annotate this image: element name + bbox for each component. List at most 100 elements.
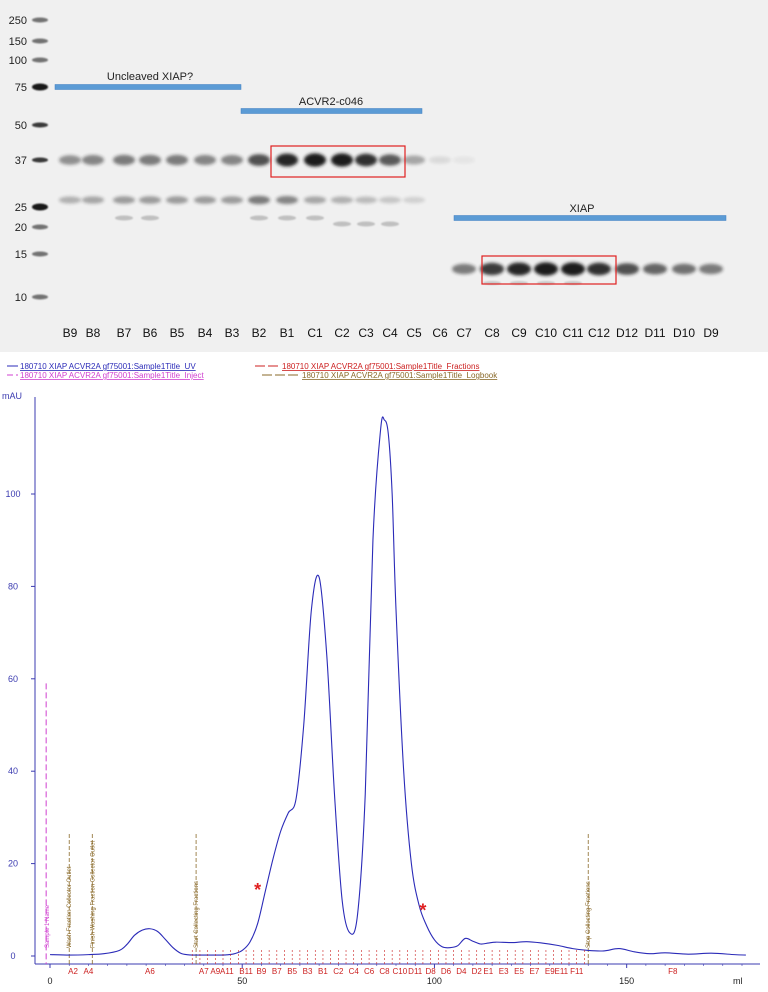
protein-band [113,154,135,166]
protein-band [141,215,159,221]
protein-band [403,196,425,204]
fraction-label: E5 [514,967,524,976]
fraction-label: E11 [554,967,568,976]
marker-band [32,294,48,300]
protein-band [453,156,475,164]
marker-label: 150 [9,36,27,48]
protein-band [615,263,639,275]
fraction-label: E7 [530,967,540,976]
lane-label: B8 [86,326,101,340]
marker-band [32,17,48,23]
lane-label: B4 [198,326,213,340]
highlight-box [270,145,406,178]
protein-band [587,262,611,276]
lane-label: B5 [170,326,185,340]
fraction-label: A6 [145,967,155,976]
fraction-label: B5 [287,967,297,976]
protein-band [221,155,243,165]
fraction-label: F11 [570,967,584,976]
annotation-bar [54,84,242,90]
marker-band [32,83,48,91]
protein-band [429,156,451,164]
marker-label: 10 [15,292,27,304]
fraction-label: A4 [84,967,94,976]
protein-band [331,196,353,204]
protein-band [250,215,268,221]
lane-label: B6 [143,326,158,340]
annotation-bar [240,108,423,114]
fraction-label: B3 [303,967,313,976]
logbook-marker-label: Wash Fraction Collector Outlet [67,866,73,948]
protein-band [139,154,161,166]
protein-band [355,196,377,204]
peak-stars: ** [254,880,426,921]
marker-band [32,157,48,163]
x-tick-label: 50 [237,976,247,986]
y-tick-label: 20 [8,859,18,869]
protein-band [82,155,104,165]
protein-band [357,221,375,227]
fraction-label: D4 [456,967,467,976]
protein-band [221,196,243,204]
fraction-label: A9 [210,967,220,976]
fraction-label: C6 [364,967,375,976]
lane-label: B2 [252,326,267,340]
protein-band [403,155,425,165]
chromatogram-series [49,416,746,956]
marker-band [32,57,48,63]
x-axis-label: ml [733,976,743,986]
fraction-label: E3 [499,967,509,976]
fraction-label: D2 [472,967,483,976]
protein-band [379,154,401,166]
y-tick-label: 100 [5,489,20,499]
sds-page-gel: 250 150 100 75 50 37 25 20 15 10 Uncleaved XIAP? A… [0,0,768,352]
protein-band [672,263,696,275]
marker-labels: 250 150 100 75 50 37 25 20 15 10 [9,15,27,304]
protein-band [304,153,326,167]
lane-label: C12 [588,326,610,340]
marker-label: 75 [15,82,27,94]
uv-trace [49,416,746,956]
gel-background [0,0,768,352]
lane-label: B3 [225,326,240,340]
lane-label: C9 [511,326,527,340]
protein-band [139,196,161,204]
protein-band [379,196,401,204]
protein-band [381,221,399,227]
fraction-label: A2 [68,967,78,976]
fraction-label: E1 [483,967,493,976]
fraction-label: D6 [441,967,452,976]
chromatogram-markers: Sample 1 Name Wash Fraction Collector Out… [45,683,592,964]
lane-labels: B9 B8 B7 B6 B5 B4 B3 B2 B1 C1 C2 C3 C4 C5 C6 C7 C8 C9 C10 C… [63,326,719,340]
lane-label: C1 [307,326,323,340]
y-tick-label: 0 [10,951,15,961]
lane-label: C8 [484,326,500,340]
legend-entry: 180710 XIAP ACVR2A gf75001:Sample1Title_… [282,362,479,371]
marker-label: 15 [15,249,27,261]
lane-label: D10 [673,326,695,340]
marker-label: 50 [15,120,27,132]
fraction-label: B1 [318,967,328,976]
gel-annotations: Uncleaved XIAP? ACVR2-c046 XIAP [54,71,727,285]
protein-band [304,196,326,204]
marker-band [32,38,48,44]
protein-band [194,196,216,204]
logbook-marker-label: Finish Washing Fraction Collector Outlet [90,841,96,948]
protein-band [278,215,296,221]
protein-band [306,215,324,221]
inject-marker-label: Sample 1 Name [45,904,51,948]
annotation-bar [453,215,727,221]
lane-label: C6 [432,326,448,340]
protein-band [480,262,504,276]
marker-band [32,224,48,230]
marker-label: 25 [15,202,27,214]
y-tick-label: 60 [8,674,18,684]
legend-entry: 180710 XIAP ACVR2A gf75001:Sample1Title_… [20,371,204,380]
protein-band [113,196,135,204]
protein-band [194,155,216,165]
legend-entry: 180710 XIAP ACVR2A gf75001:Sample1Title_… [302,371,498,380]
marker-band [32,203,48,211]
lane-label: C7 [456,326,472,340]
y-tick-label: 40 [8,766,18,776]
y-tick-label: 80 [8,581,18,591]
